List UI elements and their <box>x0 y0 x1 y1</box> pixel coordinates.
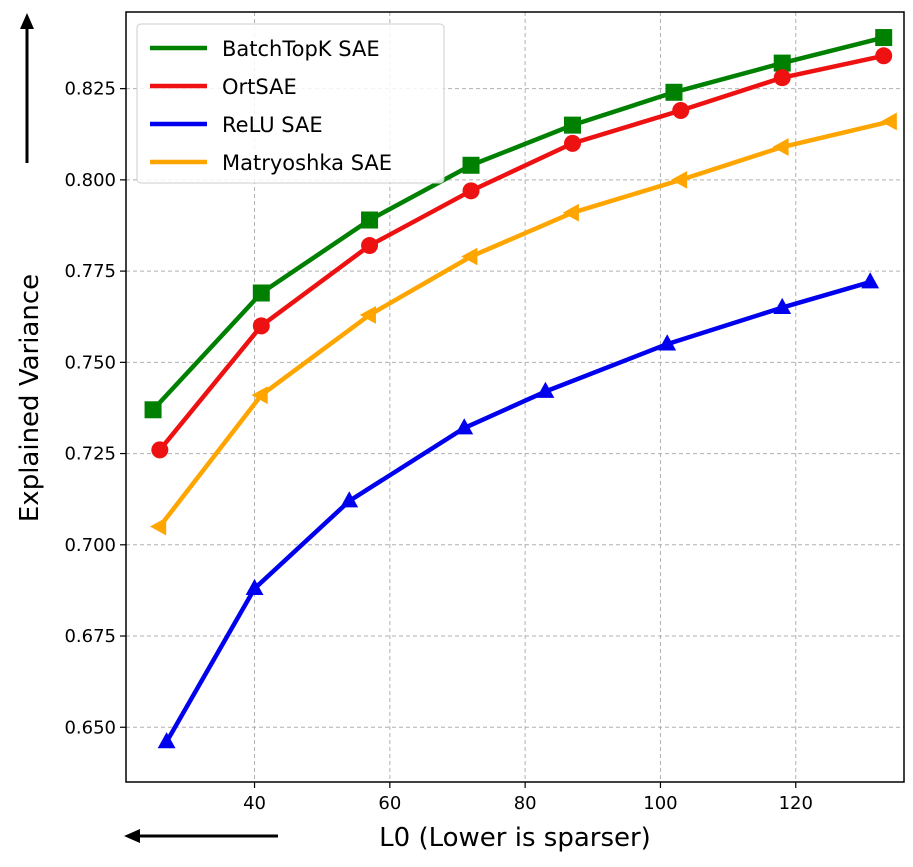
sparsity-direction-arrow-icon <box>124 829 278 843</box>
data-point-ortsae <box>875 47 893 65</box>
x-tick-label: 100 <box>643 793 677 814</box>
y-tick-label: 0.700 <box>64 535 116 556</box>
data-point-ortsae <box>252 317 270 335</box>
x-tick-label: 40 <box>243 793 266 814</box>
data-point-matryoshka-sae <box>461 247 478 266</box>
x-axis-ticks: 40 60 80 100 120 <box>243 782 813 814</box>
data-point-batchtopk-sae <box>665 83 683 101</box>
data-point-ortsae <box>564 134 582 152</box>
legend: BatchTopK SAE OrtSAE ReLU SAE Matryoshka SA… <box>136 23 445 184</box>
legend-label: Matryoshka SAE <box>222 151 392 175</box>
legend-label: BatchTopK SAE <box>222 37 380 61</box>
data-point-batchtopk-sae <box>361 211 379 229</box>
y-tick-label: 0.650 <box>64 717 116 738</box>
variance-direction-arrow-icon <box>20 13 34 163</box>
y-tick-label: 0.675 <box>64 626 116 647</box>
data-point-matryoshka-sae <box>880 112 897 131</box>
data-point-batchtopk-sae <box>773 54 791 72</box>
data-point-matryoshka-sae <box>772 138 789 156</box>
legend-label: ReLU SAE <box>222 113 323 137</box>
y-axis-ticks: 0.650 0.675 0.700 0.725 0.750 0.775 0.800 0.825 <box>64 79 126 738</box>
series-batchtopk-sae <box>144 29 893 419</box>
data-point-ortsae <box>151 441 169 459</box>
data-point-relu-sae <box>245 578 264 595</box>
data-point-ortsae <box>672 102 690 120</box>
data-point-relu-sae <box>773 297 792 314</box>
data-point-ortsae <box>773 69 791 87</box>
data-point-matryoshka-sae <box>251 386 268 405</box>
x-tick-label: 80 <box>514 793 537 814</box>
data-point-batchtopk-sae <box>144 401 162 419</box>
series-line-matryoshka-sae <box>157 119 893 529</box>
data-point-matryoshka-sae <box>562 203 579 222</box>
data-point-relu-sae <box>658 334 677 351</box>
series-line-batchtopk-sae <box>150 35 886 413</box>
series-layer <box>144 29 897 749</box>
data-point-ortsae <box>361 237 379 255</box>
data-point-relu-sae <box>340 491 359 508</box>
data-point-relu-sae <box>455 418 474 435</box>
legend-box <box>136 23 445 184</box>
data-point-batchtopk-sae <box>875 29 893 47</box>
series-matryoshka-sae <box>150 112 897 536</box>
data-point-batchtopk-sae <box>462 156 480 174</box>
x-tick-label: 120 <box>779 793 813 814</box>
series-ortsae <box>151 47 893 459</box>
x-tick-label: 60 <box>378 793 401 814</box>
series-line-ortsae <box>157 53 886 453</box>
legend-label: OrtSAE <box>222 75 297 99</box>
data-point-matryoshka-sae <box>670 170 688 189</box>
y-tick-label: 0.775 <box>64 261 116 282</box>
series-relu-sae <box>157 272 880 749</box>
data-point-relu-sae <box>536 381 555 398</box>
data-point-ortsae <box>462 182 480 200</box>
plot-frame <box>125 11 905 783</box>
data-point-matryoshka-sae <box>359 305 376 324</box>
series-line-relu-sae <box>164 279 873 745</box>
data-point-batchtopk-sae <box>564 116 582 134</box>
data-point-matryoshka-sae <box>150 517 167 536</box>
y-tick-label: 0.825 <box>64 79 116 100</box>
y-axis-label: Explained Variance <box>15 274 45 522</box>
y-tick-label: 0.750 <box>64 352 116 373</box>
y-tick-label: 0.725 <box>64 444 116 465</box>
data-point-relu-sae <box>861 272 880 289</box>
data-point-relu-sae <box>157 732 176 749</box>
x-axis-label: L0 (Lower is sparser) <box>379 823 651 853</box>
data-point-batchtopk-sae <box>252 284 270 302</box>
y-tick-label: 0.800 <box>64 170 116 191</box>
